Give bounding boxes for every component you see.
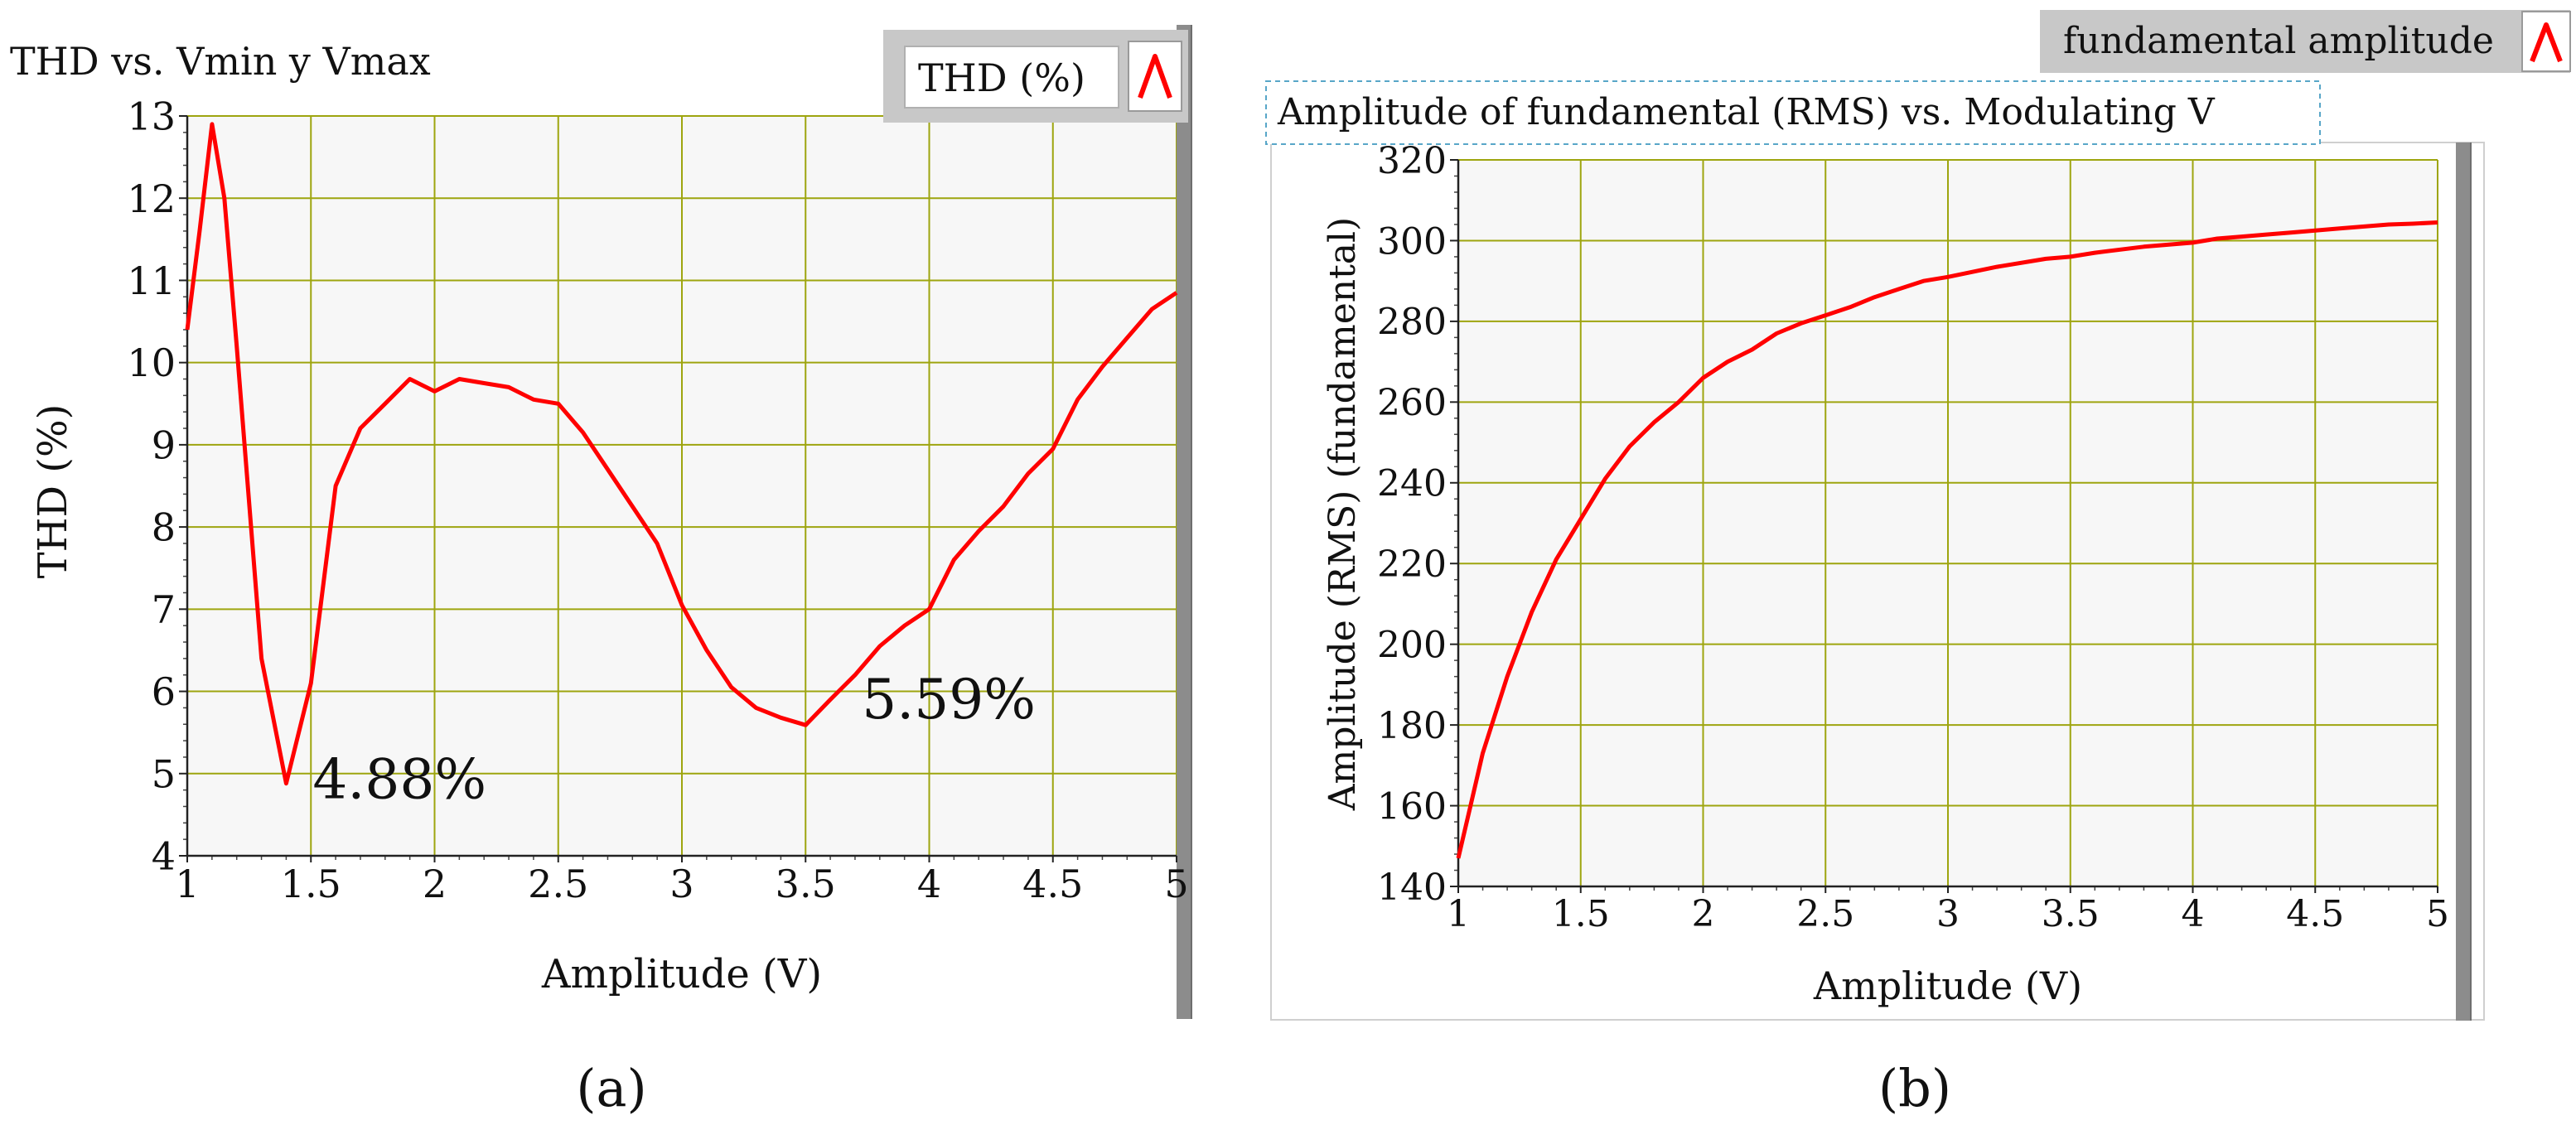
chart-a-title: THD vs. Vmin y Vmax	[10, 39, 431, 84]
chart-b-x-tick-label: 2.5	[1796, 893, 1854, 935]
chart-a-y-tick-label: 5	[152, 751, 176, 796]
chart-a-series-thd	[185, 122, 1178, 786]
chart-b-y-tick-label: 180	[1377, 705, 1447, 747]
chart-b-y-tick-label: 200	[1377, 625, 1447, 667]
chart-b-x-tick-label: 4	[2182, 893, 2205, 935]
chart-a-y-tick-label: 11	[127, 258, 176, 303]
chart-a-y-tick-label: 12	[127, 176, 176, 221]
chart-a-y-tick-label: 10	[127, 340, 176, 385]
chart-a-x-axis-label: Amplitude (V)	[541, 951, 822, 997]
chart-a-y-tick-label: 7	[152, 587, 176, 632]
chart-a-caption: (a)	[576, 1058, 646, 1118]
chart-b-y-tick-label: 280	[1377, 302, 1447, 344]
chart-b-y-tick-label: 320	[1377, 140, 1447, 182]
chart-a-x-tick-label: 4.5	[1022, 862, 1083, 906]
chart-a-x-tick-label: 2.5	[528, 862, 588, 906]
chart-b-x-tick-label: 4.5	[2286, 893, 2344, 935]
chart-a: 1 1.5 2 2.5 3 3.5 4 4.5 5 4 5 6 7 8 9 10 11 12 13 THD vs. …	[10, 25, 1192, 1118]
chart-b-tick-labels: 1 1.5 2 2.5 3 3.5 4 4.5 5 140 160 180 200 220 240 260 28…	[1377, 140, 2449, 935]
chart-b-x-tick-label: 3	[1936, 893, 1960, 935]
chart-b-y-tick-label: 240	[1377, 463, 1447, 505]
chart-a-frame-shadow	[1177, 25, 1191, 1019]
chart-b-caption: (b)	[1878, 1058, 1951, 1118]
chart-a-legend: THD (%)	[883, 30, 1188, 123]
chart-b-grid	[1457, 159, 2438, 887]
chart-a-y-tick-label: 4	[152, 834, 176, 879]
chart-b-legend-label: fundamental amplitude	[2063, 20, 2494, 62]
chart-b-legend: fundamental amplitude	[2040, 10, 2571, 73]
chart-b-title-box	[1265, 80, 2321, 145]
chart-a-y-tick-label: 13	[127, 94, 176, 139]
chart-b-y-tick-label: 220	[1377, 543, 1447, 586]
chart-b-x-tick-label: 2	[1692, 893, 1715, 935]
chart-b-x-tick-label: 1.5	[1552, 893, 1610, 935]
chart-b-series-fundamental	[1456, 220, 2438, 859]
chart-a-x-tick-label: 3	[669, 862, 694, 906]
line-plot-icon-glyph	[1138, 54, 1172, 99]
chart-b-y-tick-label: 300	[1377, 220, 1447, 263]
chart-b-x-tick-label: 5	[2426, 893, 2449, 935]
line-plot-icon	[1128, 41, 1182, 112]
chart-a-legend-label: THD (%)	[918, 56, 1085, 100]
chart-a-tick-labels: 1 1.5 2 2.5 3 3.5 4 4.5 5 4 5 6 7 8 9 10 11 12 13	[127, 94, 1188, 906]
chart-a-x-tick-label: 2	[423, 862, 447, 906]
chart-b-y-tick-label: 140	[1377, 867, 1447, 909]
line-plot-icon-glyph	[2530, 22, 2563, 63]
chart-b-y-axis-label: Amplitude (RMS) (fundamental)	[1322, 217, 1364, 811]
chart-a-x-tick-label: 4	[917, 862, 941, 906]
chart-b-title: Amplitude of fundamental (RMS) vs. Modul…	[1277, 91, 2216, 133]
chart-b-frame-shadow	[2456, 142, 2471, 1021]
chart-a-x-tick-label: 5	[1164, 862, 1188, 906]
chart-a-y-tick-label: 9	[152, 423, 176, 467]
chart-b-legend-frame	[2040, 10, 2570, 73]
chart-a-x-tick-label: 3.5	[776, 862, 836, 906]
chart-a-y-axis-label: THD (%)	[30, 404, 76, 579]
chart-b-x-tick-label: 3.5	[2042, 893, 2100, 935]
chart-b-y-tick-label: 160	[1377, 785, 1447, 828]
chart-a-x-tick-label: 1	[175, 862, 199, 906]
chart-a-x-tick-label: 1.5	[281, 862, 341, 906]
chart-b-y-tick-label: 260	[1377, 382, 1447, 424]
chart-a-annotation-min1: 4.88%	[312, 748, 486, 812]
chart-a-y-tick-label: 8	[152, 505, 176, 550]
chart-b: 1 1.5 2 2.5 3 3.5 4 4.5 5 140 160 180 200 220 240 260 28…	[1265, 10, 2571, 1118]
chart-b-x-tick-label: 1	[1447, 893, 1470, 935]
chart-a-y-tick-label: 6	[152, 669, 176, 714]
line-plot-icon	[2521, 11, 2571, 72]
chart-a-annotation-min2: 5.59%	[862, 668, 1036, 732]
chart-b-x-axis-label: Amplitude (V)	[1813, 963, 2082, 1008]
